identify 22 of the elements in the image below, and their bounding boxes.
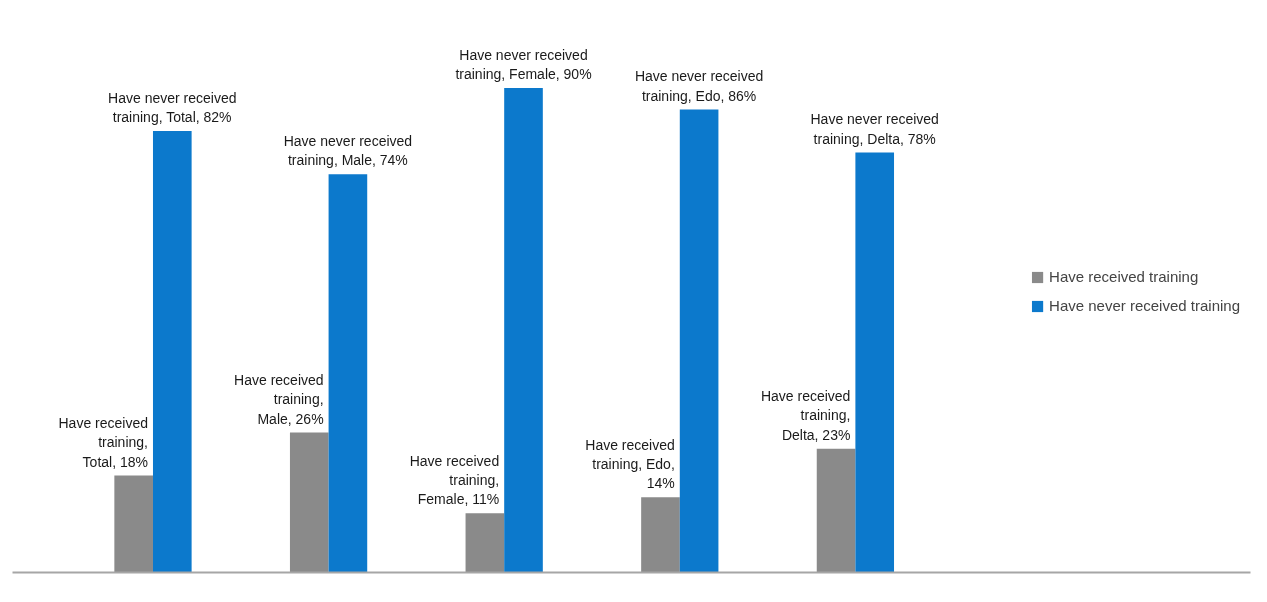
data-label: Have received training, Female, 11% [409,452,500,508]
data-label: Have never received training, Total, 82% [108,89,237,126]
bar [289,432,329,573]
bar [855,152,895,573]
data-label: Have never received training, Edo, 86% [634,68,764,104]
bar [641,497,680,573]
data-label: Have never received training, Delta, 78% [810,111,939,147]
bar [328,174,368,573]
bar [114,475,153,573]
data-label: Have received training, Edo, 14% [585,436,675,492]
bar [816,448,856,573]
legend-label: Have never received training [1049,297,1240,314]
bar [152,131,192,573]
data-label: Have never received training, Female, 90% [455,46,592,83]
bar [465,513,505,573]
bar [504,88,543,573]
data-label: Have never received training, Male, 74% [283,132,413,169]
legend-label: Have received training [1049,268,1199,285]
data-label: Have received training, Male, 26% [234,372,324,427]
data-label: Have received training, Total, 18% [58,415,148,470]
data-label: Have received training, Delta, 23% [760,388,851,443]
bar [679,109,719,573]
